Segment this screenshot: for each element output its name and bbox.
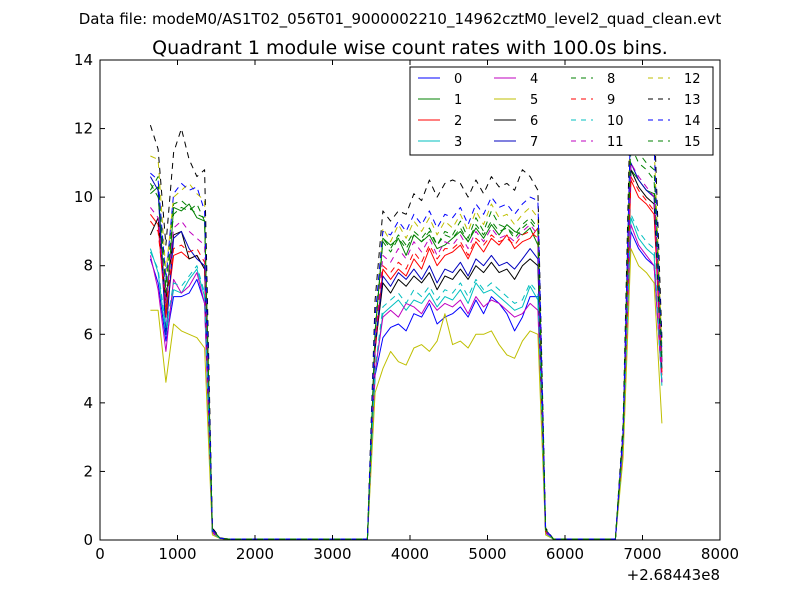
x-tick-label: 7000 [623, 545, 661, 563]
y-tick-label: 6 [83, 325, 93, 343]
legend-label-6: 6 [530, 114, 538, 129]
legend-label-0: 0 [454, 72, 462, 87]
y-tick-label: 8 [83, 257, 93, 275]
legend-label-13: 13 [684, 93, 701, 108]
series-line-4 [149, 224, 663, 540]
x-tick-label: 5000 [468, 545, 506, 563]
x-tick-label: 1000 [158, 545, 196, 563]
y-tick-label: 14 [74, 51, 93, 69]
legend-label-8: 8 [607, 72, 615, 87]
legend-label-9: 9 [607, 93, 615, 108]
series-line-14 [150, 110, 663, 540]
legend-label-7: 7 [530, 135, 538, 150]
legend-label-1: 1 [454, 93, 462, 108]
legend-label-11: 11 [607, 135, 624, 150]
series-line-7 [149, 162, 663, 540]
series-line-0 [149, 230, 663, 540]
x-tick-label: 8000 [701, 545, 739, 563]
series-line-6 [149, 169, 663, 540]
x-tick-label: 0 [95, 545, 105, 563]
y-tick-label: 0 [83, 531, 93, 549]
series-layer [149, 76, 663, 540]
x-axis-offset-label: +2.68443e8 [627, 566, 720, 584]
series-line-9 [149, 176, 663, 540]
legend-label-14: 14 [684, 114, 701, 129]
y-tick-label: 2 [83, 462, 93, 480]
series-line-12 [150, 100, 663, 540]
y-tick-label: 4 [83, 394, 93, 412]
legend-label-2: 2 [454, 114, 462, 129]
x-tick-label: 4000 [391, 545, 429, 563]
series-line-1 [150, 169, 663, 540]
x-tick-label: 6000 [546, 545, 584, 563]
series-line-3 [149, 217, 663, 540]
series-line-2 [149, 179, 663, 540]
series-line-11 [149, 162, 663, 540]
legend-label-5: 5 [530, 93, 538, 108]
y-tick-label: 10 [74, 188, 93, 206]
legend-box [409, 66, 714, 156]
series-line-10 [149, 213, 663, 540]
legend-label-15: 15 [684, 135, 701, 150]
chart-title: Quadrant 1 module wise count rates with … [152, 37, 668, 59]
x-tick-label: 3000 [313, 545, 351, 563]
legend-label-4: 4 [530, 72, 538, 87]
series-line-5 [150, 248, 663, 540]
legend-label-12: 12 [684, 72, 701, 87]
x-tick-label: 2000 [236, 545, 274, 563]
axes-layer: 0 1000 2000 3000 4000 5000 6000 7000 80000246810… [74, 51, 739, 563]
y-tick-label: 12 [74, 120, 93, 138]
legend-label-10: 10 [607, 114, 624, 129]
legend-label-3: 3 [454, 135, 462, 150]
series-line-15 [149, 134, 663, 540]
series-line-8 [149, 145, 663, 540]
figure-suptitle: Data file: modeM0/AS1T02_056T01_90000022… [79, 10, 722, 29]
